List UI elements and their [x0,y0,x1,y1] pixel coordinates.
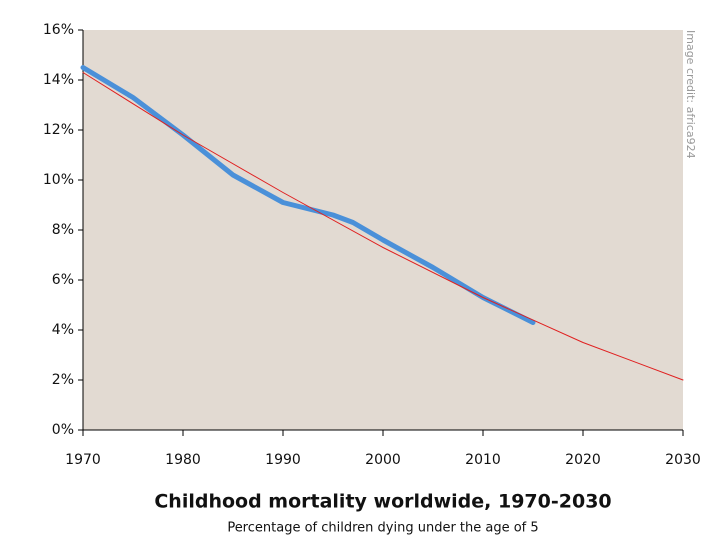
y-tick-label: 0% [52,422,74,438]
y-tick-label: 16% [43,22,74,38]
chart-title: Childhood mortality worldwide, 1970-2030 [154,491,611,513]
y-tick-label: 8% [52,222,74,238]
y-tick-label: 10% [43,172,74,188]
image-credit: Image credit: africa924 [684,30,697,159]
chart-subtitle: Percentage of children dying under the a… [227,521,538,536]
background-photo [83,30,683,430]
x-tick-label: 2010 [465,452,501,468]
x-tick-label: 2020 [565,452,601,468]
x-tick-label: 1980 [165,452,201,468]
x-tick-label: 1990 [265,452,301,468]
y-tick-label: 2% [52,372,74,388]
y-tick-label: 6% [52,272,74,288]
series-line [80,65,536,325]
x-tick-label: 2000 [365,452,401,468]
x-tick-label: 2030 [665,452,701,468]
series-line [82,72,684,381]
y-tick-label: 4% [52,322,74,338]
y-tick-label: 14% [43,72,74,88]
x-tick-label: 1970 [65,452,101,468]
y-tick-label: 12% [43,122,74,138]
